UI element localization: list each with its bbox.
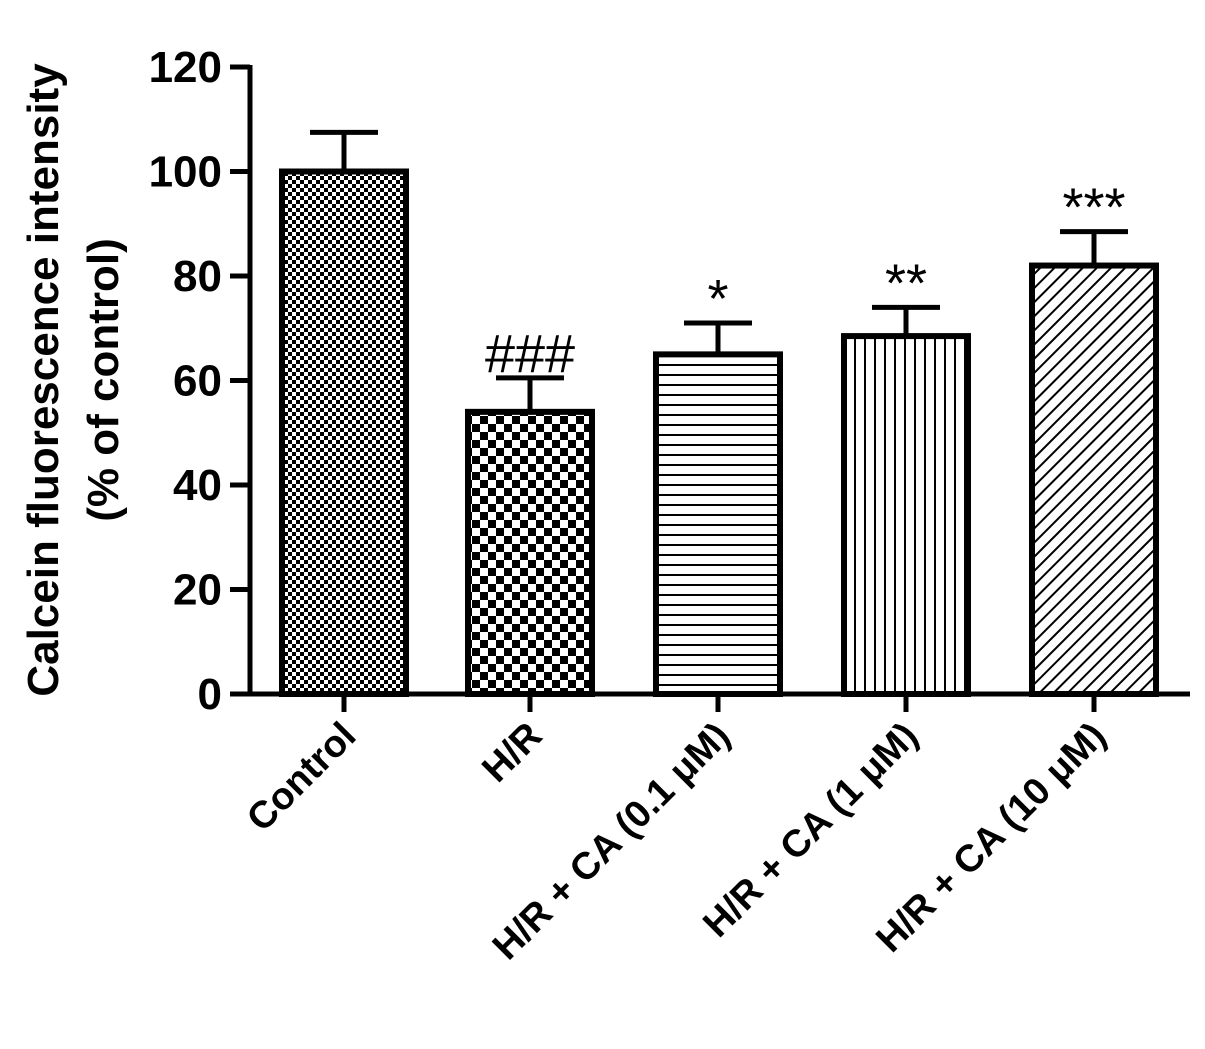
bars bbox=[279, 168, 1159, 697]
bar bbox=[841, 333, 971, 697]
bar bbox=[1029, 262, 1159, 697]
significance-label: ** bbox=[885, 253, 927, 313]
y-tick-label: 60 bbox=[173, 357, 222, 406]
y-tick-label: 20 bbox=[173, 566, 222, 615]
y-tick-label: 120 bbox=[149, 43, 222, 92]
y-axis-label-line2: (% of control) bbox=[79, 238, 128, 522]
x-tick-label: H/R bbox=[474, 715, 550, 791]
bar bbox=[465, 408, 595, 697]
significance-annotations: ###* ***** bbox=[485, 178, 1126, 384]
y-tick-label: 40 bbox=[173, 461, 222, 510]
x-axis-ticks bbox=[341, 694, 1097, 712]
significance-label: ### bbox=[485, 324, 575, 384]
y-tick-label: 80 bbox=[173, 252, 222, 301]
x-axis-labels: Control H/RH/R + CA (0.1 μM)H/R + CA (1 μ… bbox=[239, 715, 1114, 968]
x-tick-label: Control bbox=[239, 715, 364, 840]
y-tick-label: 0 bbox=[198, 670, 222, 719]
bar bbox=[279, 168, 409, 697]
y-tick-label: 100 bbox=[149, 148, 222, 197]
y-axis-ticks: 0 20 40 60 80 100 120 bbox=[149, 43, 250, 719]
significance-label: *** bbox=[1062, 178, 1125, 238]
y-axis-label-line1: Calcein fluorescence intensity bbox=[19, 63, 68, 697]
bar bbox=[653, 351, 783, 697]
significance-label: * bbox=[707, 269, 728, 329]
error-bars bbox=[310, 129, 1128, 412]
